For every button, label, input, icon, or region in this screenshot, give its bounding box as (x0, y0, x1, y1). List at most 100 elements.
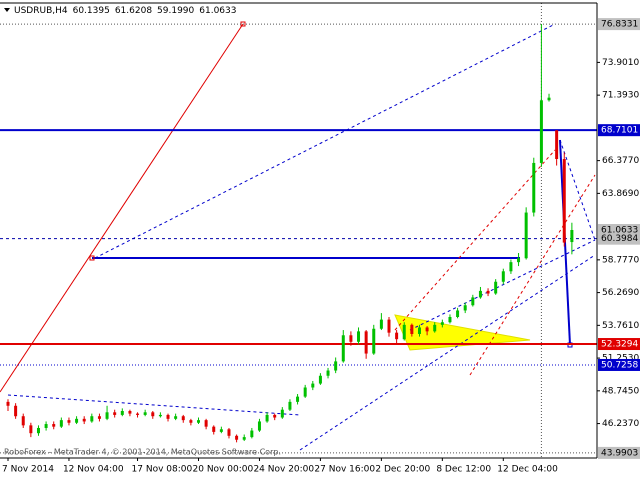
candle-body (509, 262, 513, 272)
candle-body (212, 426, 216, 432)
candle-body (189, 420, 193, 423)
x-tick-label: 24 Nov 20:00 (253, 465, 314, 475)
y-tick-label: 56.2690 (602, 288, 639, 298)
trend-line (94, 23, 556, 259)
candle-body (265, 414, 269, 422)
candle-body (166, 414, 170, 419)
candle-body (532, 162, 536, 213)
candle-body (257, 421, 261, 431)
y-tick-label: 48.7450 (602, 386, 639, 396)
x-tick-label: 8 Dec 12:00 (436, 465, 491, 475)
trend-line (0, 23, 244, 393)
candle-body (341, 335, 345, 362)
candle-body (326, 370, 330, 376)
candle-body (311, 383, 315, 388)
candle-body (288, 401, 292, 410)
candle-body (158, 414, 162, 417)
header-value: 60.1395 (73, 6, 110, 16)
level-label: 43.9903 (601, 448, 638, 458)
header-value: 61.0633 (199, 6, 236, 16)
y-tick-label: 66.3770 (602, 156, 639, 166)
candle-body (219, 429, 223, 432)
candle-body (204, 420, 208, 427)
candle-body (6, 401, 10, 406)
candle-body (379, 319, 383, 329)
candle-body (197, 420, 200, 423)
candle-body (395, 332, 399, 340)
axes: 73.9010 71.3930 66.3770 63.8690 58.7770 56.26… (2, 18, 640, 475)
candle-body (539, 100, 543, 163)
candle-body (562, 159, 566, 243)
candle-body (227, 429, 231, 436)
candle-body (456, 310, 460, 317)
candle-body (448, 316, 452, 323)
candle-body (136, 413, 140, 415)
candle-body (303, 387, 307, 397)
candle-body (517, 258, 521, 263)
candle-body (296, 396, 300, 402)
x-tick-label: 17 Nov 08:00 (132, 465, 193, 475)
level-label-box (598, 18, 640, 31)
candle-body (273, 414, 277, 418)
level-label-box (598, 232, 640, 245)
level-label: 60.3984 (601, 234, 638, 244)
y-tick-label: 46.2370 (602, 419, 639, 429)
candle-body (334, 361, 338, 371)
candle-body (410, 324, 414, 334)
candle-body (280, 409, 284, 418)
candle-body (547, 97, 551, 101)
y-tick-label: 71.3930 (602, 91, 639, 101)
candle-body (235, 435, 239, 440)
candle-body (105, 412, 109, 419)
candle-body (349, 335, 353, 342)
candle-body (97, 416, 101, 419)
candle-body (524, 212, 528, 259)
candle-body (29, 425, 33, 434)
candles (6, 24, 574, 443)
candle-body (128, 410, 132, 414)
candle-body (174, 416, 178, 419)
candle-body (143, 412, 147, 415)
x-tick-label: 12 Dec 04:00 (497, 465, 558, 475)
header-value: 59.1990 (157, 6, 194, 16)
candle-body (425, 327, 429, 332)
level-label: 68.7101 (601, 126, 638, 136)
level-label-box (598, 446, 640, 459)
level-label: 76.8331 (601, 20, 638, 30)
candle-body (250, 430, 254, 438)
level-label-box (598, 338, 640, 351)
candle-body (36, 427, 40, 434)
candle-body (471, 297, 475, 306)
candle-body (372, 328, 376, 354)
x-tick-label: 2 Dec 20:00 (375, 465, 430, 475)
candle-body (120, 410, 124, 415)
candle-body (90, 416, 94, 422)
candle-body (52, 424, 56, 427)
candle-body (44, 424, 48, 428)
x-tick-label: 12 Nov 04:00 (63, 465, 124, 475)
header-arrow (4, 8, 10, 12)
candle-body (570, 229, 574, 243)
symbol: USDRUB,H4 (14, 6, 68, 16)
chart-header: USDRUB,H4 60.1395 61.6208 59.1990 61.0633 (14, 6, 236, 16)
level-label-box (598, 358, 640, 371)
watermark: RoboForex - MetaTrader 4, © 2001-2014, M… (4, 448, 281, 457)
candle-body (14, 405, 18, 417)
candle-body (478, 290, 482, 298)
trend-line (409, 239, 596, 331)
trend-line (299, 254, 596, 451)
candle-body (501, 271, 505, 282)
candle-body (433, 324, 437, 332)
anchor (89, 255, 95, 261)
candle-body (151, 412, 155, 417)
x-tick-label: 20 Nov 00:00 (193, 465, 254, 475)
candle-body (67, 420, 71, 423)
candle-body (402, 324, 406, 340)
y-tick-label: 51.2530 (602, 354, 639, 364)
trend-line (7, 394, 301, 416)
level-label-box (598, 124, 640, 137)
candle-body (440, 322, 444, 325)
candle-body (318, 375, 322, 384)
